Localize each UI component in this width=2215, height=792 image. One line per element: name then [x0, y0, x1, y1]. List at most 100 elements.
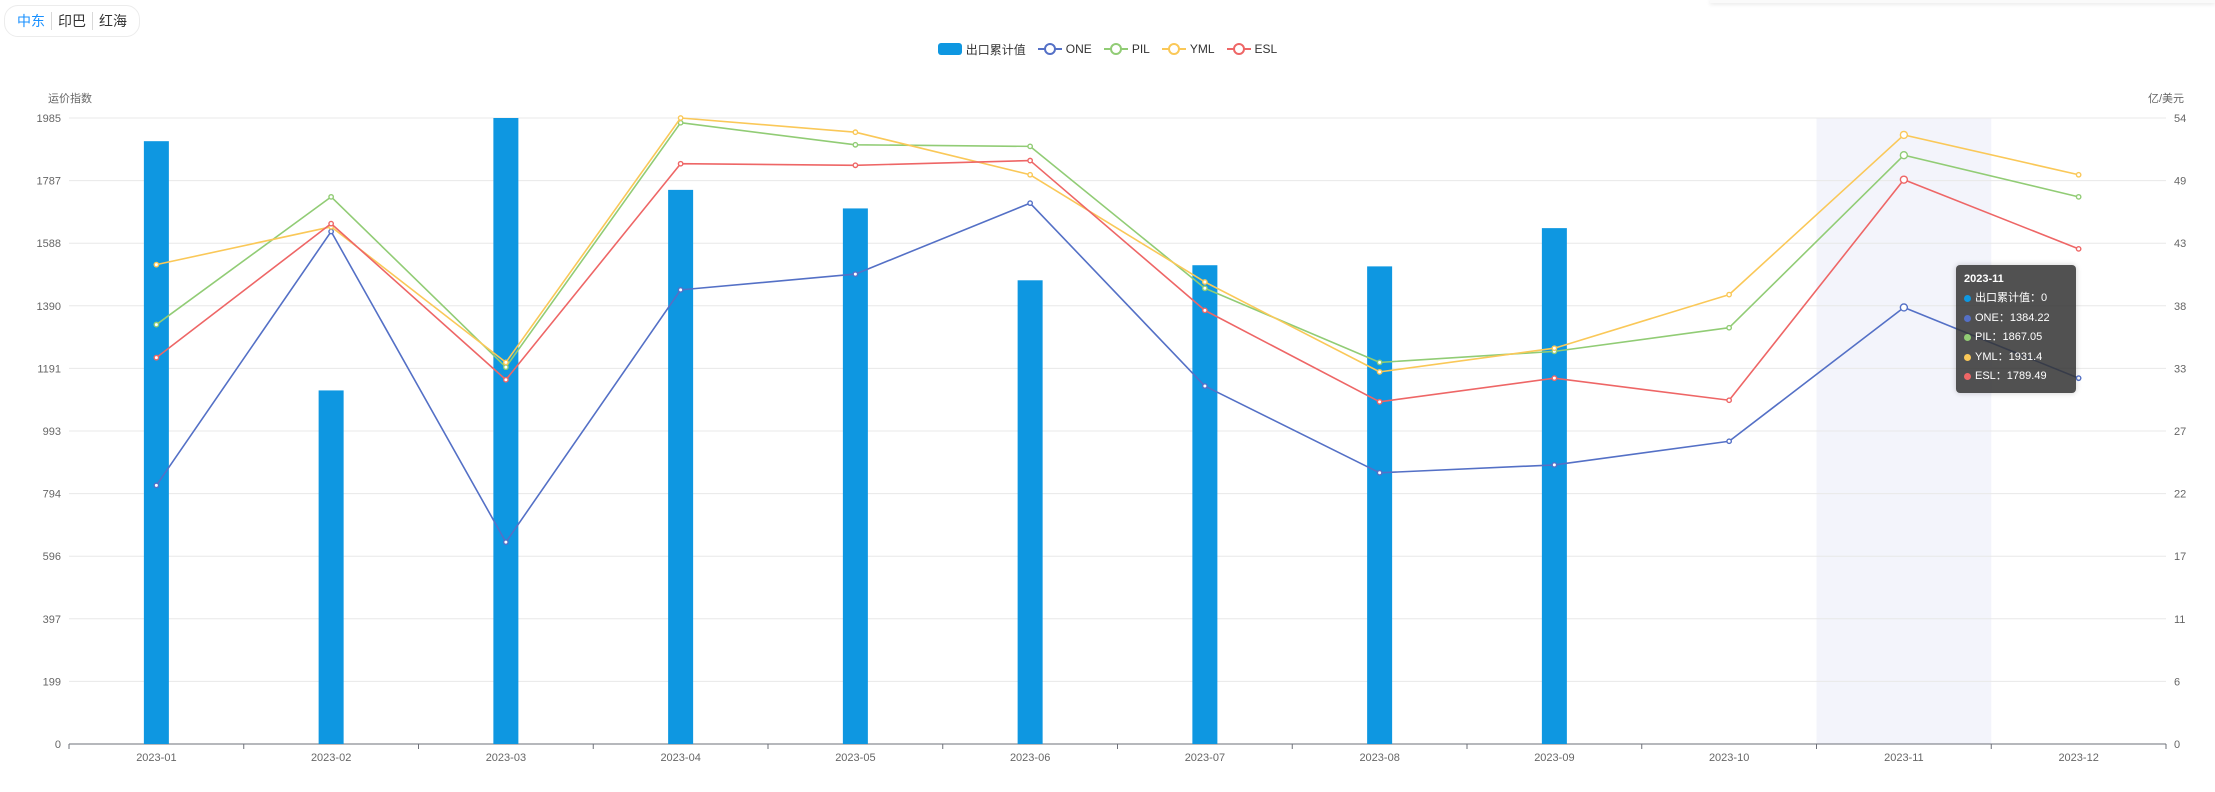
y-left-tick-label: 199 — [43, 676, 61, 688]
tooltip-label: ONE — [1975, 309, 1999, 329]
point-esl — [1377, 400, 1381, 404]
point-pil — [154, 322, 158, 326]
point-yml — [1900, 131, 1907, 138]
tooltip-dot — [1964, 295, 1971, 302]
tooltip-value: 1384.22 — [2010, 309, 2050, 329]
point-esl — [678, 162, 682, 166]
x-tick-label: 2023-02 — [311, 752, 351, 764]
tooltip-label: PIL — [1975, 328, 1992, 348]
point-one — [853, 272, 857, 276]
y-right-tick-label: 27 — [2174, 426, 2186, 438]
y-right-tick-label: 22 — [2174, 489, 2186, 501]
y-left-tick-label: 0 — [55, 739, 61, 751]
point-pil — [853, 143, 857, 147]
point-one — [1203, 384, 1207, 388]
x-tick-label: 2023-06 — [1010, 752, 1050, 764]
y-right-tick-label: 17 — [2174, 551, 2186, 563]
bar-export-total — [319, 390, 344, 744]
y-left-tick-label: 397 — [43, 614, 61, 626]
y-left-tick-label: 596 — [43, 551, 61, 563]
point-pil — [1900, 152, 1907, 159]
y-right-tick-label: 6 — [2174, 676, 2180, 688]
y-right-tick-label: 43 — [2174, 238, 2186, 250]
tooltip-dot — [1964, 315, 1971, 322]
point-esl — [1552, 376, 1556, 380]
point-one — [678, 288, 682, 292]
y-left-tick-label: 794 — [43, 489, 61, 501]
point-one — [329, 229, 333, 233]
tooltip-row: ESL： 1789.49 — [1964, 367, 2068, 387]
bar-export-total — [1367, 266, 1392, 744]
y-left-tick-label: 1985 — [37, 113, 61, 125]
point-one — [1727, 439, 1731, 443]
y-left-tick-label: 1191 — [37, 363, 61, 375]
x-tick-label: 2023-08 — [1359, 752, 1399, 764]
bar-export-total — [493, 118, 518, 744]
tooltip-dot — [1964, 373, 1971, 380]
tooltip-value: 0 — [2041, 289, 2047, 309]
y-left-axis-title: 运价指数 — [48, 91, 92, 105]
point-yml — [1727, 292, 1731, 296]
series-line-one — [156, 203, 2078, 542]
point-esl — [1028, 158, 1032, 162]
y-left-tick-label: 1787 — [37, 176, 61, 188]
tooltip-row: ONE： 1384.22 — [1964, 309, 2068, 329]
bar-export-total — [668, 190, 693, 744]
tooltip-value: 1931.4 — [2009, 348, 2043, 368]
x-tick-label: 2023-12 — [2058, 752, 2098, 764]
tooltip-row: YML： 1931.4 — [1964, 348, 2068, 368]
y-right-tick-label: 0 — [2174, 739, 2180, 751]
point-esl — [329, 221, 333, 225]
series-line-esl — [156, 161, 2078, 402]
bar-export-total — [843, 208, 868, 744]
point-yml — [2076, 173, 2080, 177]
bar-export-total — [144, 141, 169, 744]
point-yml — [1552, 346, 1556, 350]
point-esl — [154, 355, 158, 359]
series-line-yml — [156, 118, 2078, 372]
point-one — [2076, 376, 2080, 380]
point-pil — [1377, 360, 1381, 364]
tooltip-title: 2023-11 — [1964, 273, 2068, 285]
x-tick-label: 2023-01 — [136, 752, 176, 764]
tooltip-row: 出口累计值： 0 — [1964, 289, 2068, 309]
point-esl — [853, 163, 857, 167]
point-yml — [154, 262, 158, 266]
tooltip-row: PIL： 1867.05 — [1964, 328, 2068, 348]
tooltip-label: ESL — [1975, 367, 1996, 387]
point-pil — [1203, 286, 1207, 290]
y-left-tick-label: 1588 — [37, 238, 61, 250]
y-right-tick-label: 11 — [2174, 614, 2185, 626]
x-tick-label: 2023-09 — [1534, 752, 1574, 764]
point-pil — [2076, 195, 2080, 199]
point-pil — [504, 365, 508, 369]
x-tick-label: 2023-11 — [1884, 752, 1924, 764]
point-one — [504, 540, 508, 544]
tooltip-label: YML — [1975, 348, 1998, 368]
point-pil — [1727, 326, 1731, 330]
point-pil — [1028, 144, 1032, 148]
tooltip-value: 1867.05 — [2003, 328, 2043, 348]
point-yml — [504, 360, 508, 364]
x-tick-label: 2023-03 — [486, 752, 526, 764]
point-esl — [1727, 398, 1731, 402]
point-yml — [1377, 370, 1381, 374]
point-one — [1028, 201, 1032, 205]
x-tick-label: 2023-10 — [1709, 752, 1749, 764]
point-pil — [329, 195, 333, 199]
point-one — [1377, 471, 1381, 475]
x-tick-label: 2023-07 — [1185, 752, 1225, 764]
point-esl — [1203, 308, 1207, 312]
tooltip-value: 1789.49 — [2007, 367, 2047, 387]
y-right-tick-label: 49 — [2174, 176, 2186, 188]
point-yml — [1203, 280, 1207, 284]
bar-export-total — [1542, 228, 1567, 744]
y-right-tick-label: 33 — [2174, 363, 2186, 375]
tooltip-label: 出口累计值 — [1975, 289, 2030, 309]
point-esl — [1900, 176, 1907, 183]
point-esl — [504, 378, 508, 382]
bar-export-total — [1018, 280, 1043, 744]
y-left-tick-label: 993 — [43, 426, 61, 438]
tooltip-dot — [1964, 334, 1971, 341]
